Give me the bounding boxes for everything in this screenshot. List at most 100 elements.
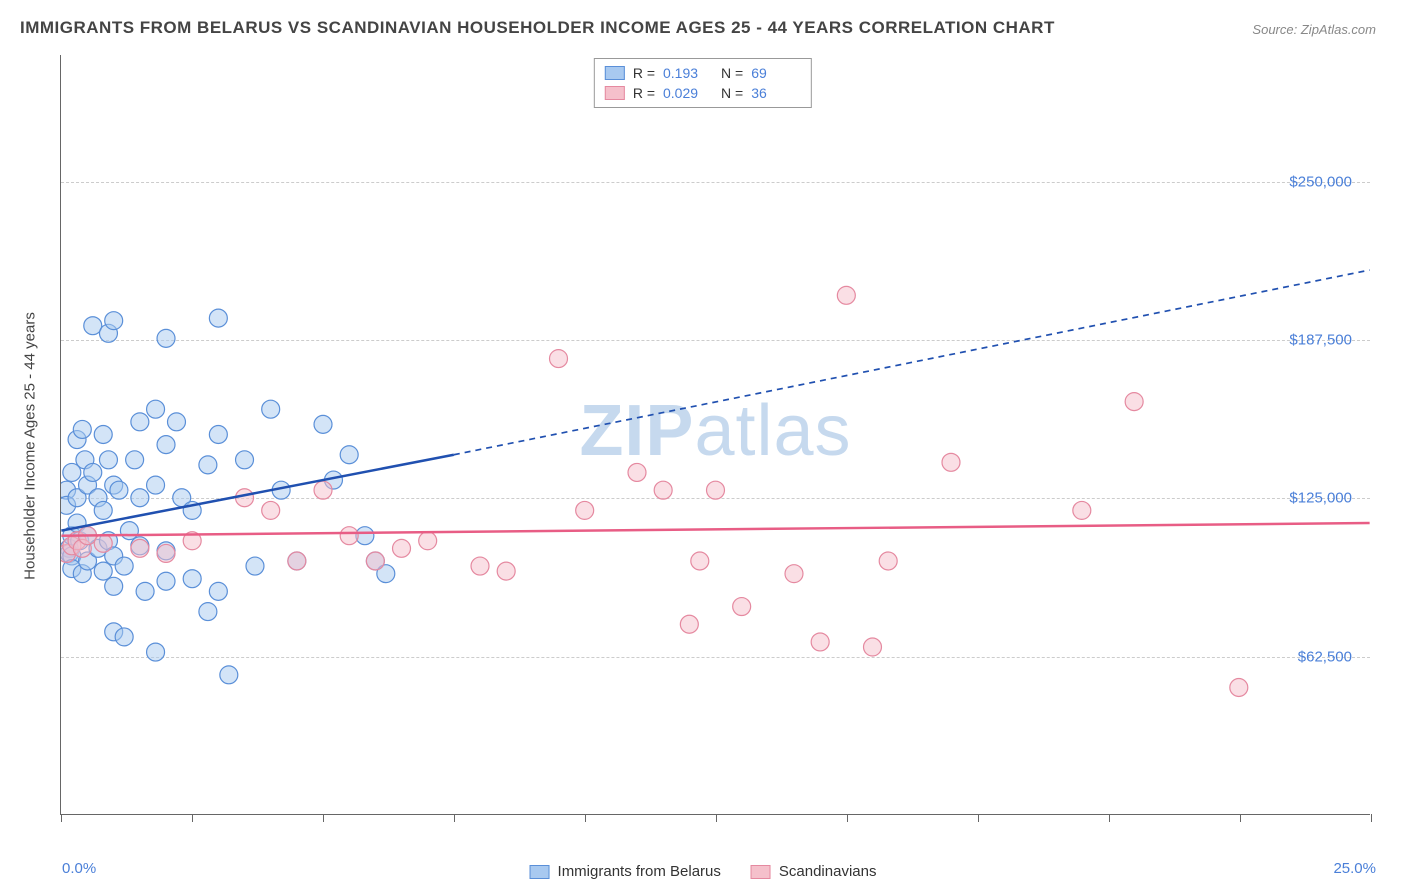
data-point xyxy=(864,638,882,656)
data-point xyxy=(236,451,254,469)
data-point xyxy=(471,557,489,575)
x-tick xyxy=(61,814,62,822)
data-point xyxy=(209,426,227,444)
data-point xyxy=(147,476,165,494)
data-point xyxy=(733,598,751,616)
data-point xyxy=(147,643,165,661)
n-label: N = xyxy=(721,65,743,81)
x-tick xyxy=(454,814,455,822)
data-point xyxy=(707,481,725,499)
data-point xyxy=(157,544,175,562)
y-axis-label: Householder Income Ages 25 - 44 years xyxy=(22,312,39,580)
scatter-plot-svg xyxy=(61,55,1370,814)
data-point xyxy=(942,453,960,471)
data-point xyxy=(199,603,217,621)
x-tick xyxy=(1240,814,1241,822)
data-point xyxy=(288,552,306,570)
x-axis-max-label: 25.0% xyxy=(1333,860,1376,877)
data-point xyxy=(131,489,149,507)
data-point xyxy=(262,501,280,519)
data-point xyxy=(550,350,568,368)
data-point xyxy=(262,400,280,418)
data-point xyxy=(246,557,264,575)
legend-swatch xyxy=(751,865,771,879)
data-point xyxy=(157,572,175,590)
r-value: 0.029 xyxy=(663,85,713,101)
legend-series-label: Immigrants from Belarus xyxy=(558,863,721,880)
data-point xyxy=(199,456,217,474)
legend-series-label: Scandinavians xyxy=(779,863,877,880)
r-label: R = xyxy=(633,85,655,101)
data-point xyxy=(785,565,803,583)
source-attribution: Source: ZipAtlas.com xyxy=(1252,22,1376,37)
data-point xyxy=(126,451,144,469)
data-point xyxy=(105,577,123,595)
x-tick xyxy=(1371,814,1372,822)
data-point xyxy=(680,615,698,633)
data-point xyxy=(73,420,91,438)
legend-swatch xyxy=(530,865,550,879)
legend-stats-row: R = 0.029 N = 36 xyxy=(605,83,801,103)
data-point xyxy=(209,309,227,327)
data-point xyxy=(99,451,117,469)
data-point xyxy=(314,481,332,499)
x-tick xyxy=(585,814,586,822)
data-point xyxy=(314,415,332,433)
data-point xyxy=(94,534,112,552)
data-point xyxy=(628,463,646,481)
trend-line-dashed xyxy=(454,270,1370,455)
x-tick xyxy=(978,814,979,822)
data-point xyxy=(691,552,709,570)
legend-swatch xyxy=(605,66,625,80)
data-point xyxy=(837,286,855,304)
data-point xyxy=(115,628,133,646)
r-value: 0.193 xyxy=(663,65,713,81)
data-point xyxy=(157,436,175,454)
data-point xyxy=(94,426,112,444)
r-label: R = xyxy=(633,65,655,81)
data-point xyxy=(879,552,897,570)
data-point xyxy=(115,557,133,575)
data-point xyxy=(236,489,254,507)
data-point xyxy=(1230,679,1248,697)
legend-swatch xyxy=(605,86,625,100)
chart-title: IMMIGRANTS FROM BELARUS VS SCANDINAVIAN … xyxy=(20,18,1055,38)
legend-series-item: Immigrants from Belarus xyxy=(530,863,721,880)
trend-line xyxy=(61,523,1369,536)
data-point xyxy=(168,413,186,431)
data-point xyxy=(340,446,358,464)
data-point xyxy=(340,527,358,545)
x-axis-min-label: 0.0% xyxy=(62,860,96,877)
n-label: N = xyxy=(721,85,743,101)
n-value: 69 xyxy=(751,65,801,81)
source-label: Source: xyxy=(1252,22,1297,37)
legend-series-item: Scandinavians xyxy=(751,863,877,880)
data-point xyxy=(576,501,594,519)
data-point xyxy=(209,582,227,600)
data-point xyxy=(497,562,515,580)
data-point xyxy=(131,413,149,431)
data-point xyxy=(1125,393,1143,411)
x-tick xyxy=(192,814,193,822)
chart-plot-area: ZIPatlas $62,500$125,000$187,500$250,000 xyxy=(60,55,1370,815)
x-tick xyxy=(716,814,717,822)
data-point xyxy=(811,633,829,651)
data-point xyxy=(157,329,175,347)
data-point xyxy=(366,552,384,570)
data-point xyxy=(147,400,165,418)
x-tick xyxy=(323,814,324,822)
data-point xyxy=(105,312,123,330)
data-point xyxy=(393,539,411,557)
data-point xyxy=(654,481,672,499)
data-point xyxy=(131,539,149,557)
data-point xyxy=(419,532,437,550)
data-point xyxy=(220,666,238,684)
data-point xyxy=(136,582,154,600)
series-legend: Immigrants from Belarus Scandinavians xyxy=(530,863,877,880)
data-point xyxy=(120,522,138,540)
n-value: 36 xyxy=(751,85,801,101)
legend-stats-row: R = 0.193 N = 69 xyxy=(605,63,801,83)
data-point xyxy=(94,562,112,580)
source-value: ZipAtlas.com xyxy=(1301,22,1376,37)
data-point xyxy=(110,481,128,499)
